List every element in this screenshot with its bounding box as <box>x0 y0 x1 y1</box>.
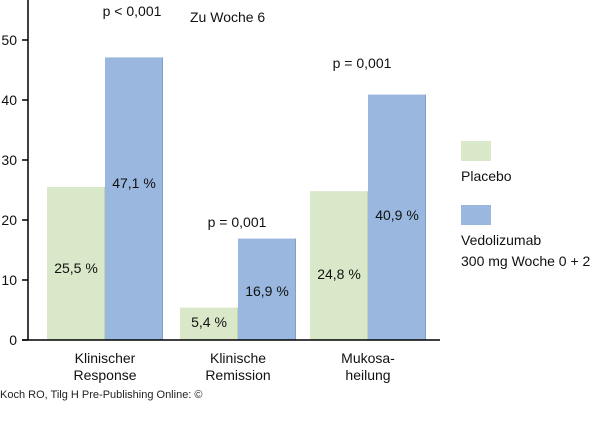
y-tick-label-20: 20 <box>1 212 17 228</box>
legend: Placebo Vedolizumab 300 mg Woche 0 + 2 <box>461 141 591 269</box>
category-label-1-0: Klinische <box>210 350 266 366</box>
p-value-2: p = 0,001 <box>333 55 392 71</box>
y-tick-label-40: 40 <box>1 92 17 108</box>
legend-swatch-placebo <box>461 141 491 161</box>
legend-swatch-vedolizumab <box>461 205 491 225</box>
y-tick-label-10: 10 <box>1 272 17 288</box>
axes-group: 0 10 20 30 40 50 <box>1 0 440 348</box>
legend-label-vedolizumab: Vedolizumab <box>461 232 541 248</box>
y-tick-label-50: 50 <box>1 32 17 48</box>
bar-vedolizumab-2 <box>368 94 426 340</box>
data-label-0-2: 24,8 % <box>317 266 361 282</box>
legend-label-vedolizumab-dose: 300 mg Woche 0 + 2 <box>461 253 591 269</box>
category-label-2-0: Mukosa- <box>341 350 395 366</box>
category-label-0-0: Klinischer <box>75 350 136 366</box>
category-label-0-1: Response <box>73 367 136 383</box>
bar-placebo-1 <box>180 307 238 340</box>
source-credit: Koch RO, Tilg H Pre-Publishing Online: © <box>0 389 203 401</box>
p-value-0: p < 0,001 <box>103 3 162 19</box>
data-label-1-0: 47,1 % <box>112 175 156 191</box>
category-label-2-1: heilung <box>345 367 390 383</box>
bars-group <box>47 57 426 341</box>
bar-vedolizumab-0 <box>105 57 163 341</box>
data-label-1-1: 16,9 % <box>245 283 289 299</box>
labels-group: 25,5 % 5,4 % 24,8 % 47,1 % 16,9 % 40,9 % Klini… <box>54 3 419 383</box>
p-value-1: p = 0,001 <box>208 214 267 230</box>
bar-placebo-2 <box>310 191 368 340</box>
bar-placebo-0 <box>47 187 105 340</box>
data-label-1-2: 40,9 % <box>375 207 419 223</box>
y-tick-label-30: 30 <box>1 152 17 168</box>
y-tick-label-0: 0 <box>9 332 17 348</box>
category-label-1-1: Remission <box>205 367 270 383</box>
legend-label-placebo: Placebo <box>461 168 512 184</box>
data-label-0-1: 5,4 % <box>191 314 227 330</box>
data-label-0-0: 25,5 % <box>54 260 98 276</box>
chart-title: Zu Woche 6 <box>190 9 265 25</box>
bar-vedolizumab-1 <box>238 238 296 340</box>
